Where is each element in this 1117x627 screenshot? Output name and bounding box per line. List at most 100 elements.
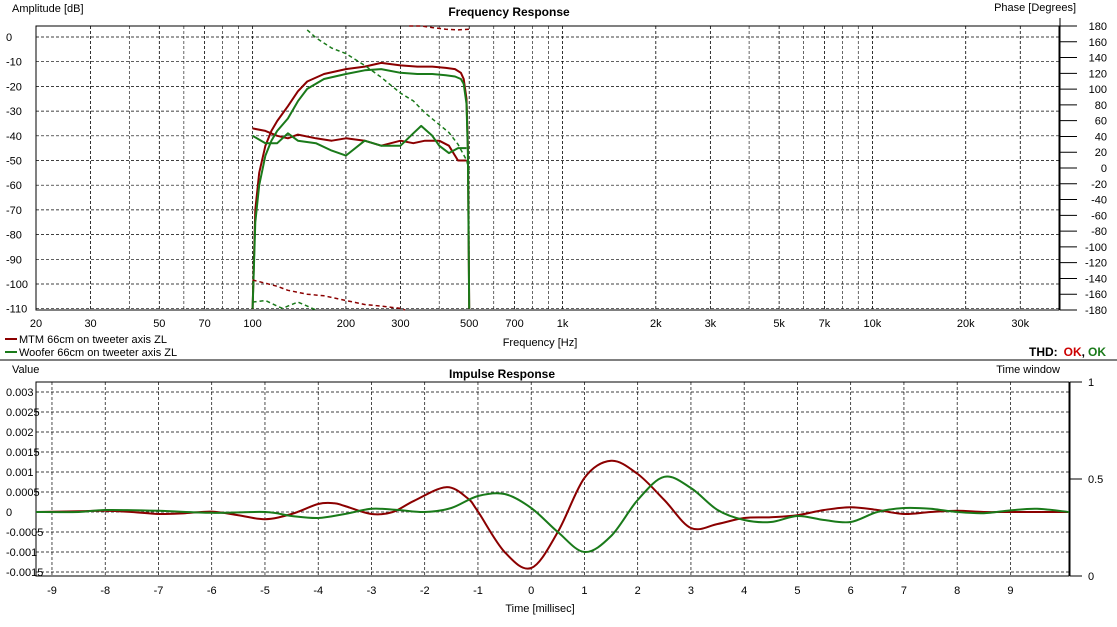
frequency-tick-label: 3k [705,318,717,330]
impulse-series [35,459,1070,570]
frequency-tick-label: 1k [557,318,569,330]
amplitude-tick-label: -80 [6,230,22,242]
phase-tick-label: 80 [1095,100,1107,112]
time-tick-label: 3 [688,585,694,597]
frequency-plot-frame [35,25,1060,311]
amplitude-tick-label: -60 [6,180,22,192]
value-axis-label: Value [12,364,39,376]
amplitude-tick-label: -30 [6,106,22,118]
frequency-tick-label: 2k [650,318,662,330]
time-tick-label: -6 [207,585,217,597]
phase-tick-label: -100 [1085,242,1107,254]
series-mtm-66cm-on-tweeter-axis-zl-phase [252,279,406,311]
amplitude-tick-label: -10 [6,57,22,69]
phase-tick-label: -40 [1091,195,1107,207]
amplitude-tick-label: -70 [6,205,22,217]
phase-tick-label: 0 [1101,163,1107,175]
phase-tick-label: -80 [1091,226,1107,238]
phase-tick-label: 60 [1095,116,1107,128]
time-tick-label: -7 [154,585,164,597]
frequency-tick-label: 100 [243,318,261,330]
phase-tick-label: 20 [1095,147,1107,159]
phase-tick-label: 100 [1089,84,1107,96]
legend-woofer-label: Woofer 66cm on tweeter axis ZL [19,347,177,359]
thd-label: THD: OK, OK [1029,345,1106,359]
time-tick-label: -9 [47,585,57,597]
time-tick-label: -5 [260,585,270,597]
time-tick-label: 2 [635,585,641,597]
phase-tick-label: 160 [1089,37,1107,49]
frequency-tick-label: 500 [460,318,478,330]
impulse-chart-title: Impulse Response [449,367,555,381]
thd-status-ok-1: OK [1064,345,1082,359]
thd-status: THD: OK, OK [1029,345,1106,359]
time-tick-label: 4 [741,585,747,597]
time-tick-label: -8 [100,585,110,597]
impulse-response-chart: 0.003 0.0025 0.002 0.0015 0.001 0.0005 0 -0.000… [6,364,1103,615]
frequency-tick-label: 300 [391,318,409,330]
frequency-tick-label: 7k [819,318,831,330]
time-tick-labels: -9 -8 -7 -6 -5 -4 -3 -2 -1 0 1 2 3 4 5 6 7 8 9 [47,585,1013,597]
amplitude-tick-label: 0 [6,32,12,44]
amplitude-tick-label: -110 [6,304,27,316]
phase-tick-label: 40 [1095,131,1107,143]
frequency-tick-labels: 20 30 50 70 100 200 300 500 700 1k 2k 3k 5k 7k 10k 20k 3… [30,318,1030,330]
time-tick-label: 7 [901,585,907,597]
time-tick-label: -2 [420,585,430,597]
value-tick-label: -0.001 [6,547,37,559]
phase-axis-label: Phase [Degrees] [994,2,1076,14]
value-tick-label: 0.0015 [6,447,40,459]
phase-tick-label: -60 [1091,210,1107,222]
time-tick-label: 6 [848,585,854,597]
legend-mtm-label: MTM 66cm on tweeter axis ZL [19,334,167,346]
time-tick-label: 8 [954,585,960,597]
frequency-series [251,25,471,311]
series-woofer-66cm-on-tweeter-axis-zl-phase [252,299,317,311]
frequency-grid [35,26,1060,310]
frequency-tick-label: 700 [505,318,523,330]
phase-tick-label: -160 [1085,289,1107,301]
series-mtm-66cm-on-tweeter-axis-zl [251,61,471,309]
time-tick-label: -3 [367,585,377,597]
time-axis-label: Time [millisec] [505,603,574,615]
value-tick-label: 0.001 [6,467,34,479]
phase-tick-labels: 180 160 140 120 100 80 60 40 20 0 -20 -40 -60 -80 -100… [1060,21,1107,317]
frequency-tick-label: 70 [198,318,210,330]
series-woofer-66cm-on-tweeter-axis-zl-distortion [252,124,467,157]
legend: MTM 66cm on tweeter axis ZL Woofer 66cm … [5,334,177,359]
series-woofer-66cm-on-tweeter-axis-zl [251,68,471,309]
time-tick-label: 1 [581,585,587,597]
value-tick-labels: 0.003 0.0025 0.002 0.0015 0.001 0.0005 0 -0.000… [6,387,43,579]
series-woofer-66cm-on-tweeter-axis-zl [35,475,1070,554]
series-mtm-66cm-on-tweeter-axis-zl [35,459,1069,570]
time-window-tick-label: 0 [1088,571,1094,583]
amplitude-tick-labels: 0 -10 -20 -30 -40 -50 -60 -70 -80 -90 -100 -110 [6,32,28,316]
time-tick-label: 5 [794,585,800,597]
time-window-axis-label: Time window [996,364,1060,376]
amplitude-tick-label: -20 [6,81,22,93]
phase-tick-label: -140 [1085,273,1107,285]
thd-status-ok-2: OK [1088,345,1106,359]
value-tick-label: 0.0025 [6,407,40,419]
frequency-tick-label: 30 [84,318,96,330]
frequency-axis-label: Frequency [Hz] [503,337,578,349]
impulse-grid [36,382,1069,576]
frequency-tick-label: 20k [957,318,975,330]
amplitude-tick-label: -90 [6,254,22,266]
frequency-tick-label: 10k [864,318,882,330]
value-tick-label: 0.0005 [6,487,40,499]
phase-tick-label: -120 [1085,258,1107,270]
time-window-tick-label: 0.5 [1088,474,1103,486]
time-tick-label: -1 [473,585,483,597]
value-tick-label: -0.0005 [6,527,43,539]
frequency-tick-label: 5k [773,318,785,330]
value-tick-label: -0.0015 [6,567,43,579]
value-tick-label: 0.003 [6,387,34,399]
value-tick-label: 0 [6,507,12,519]
time-tick-label: 9 [1007,585,1013,597]
amplitude-tick-label: -40 [6,131,22,143]
amplitude-tick-label: -50 [6,156,22,168]
amplitude-axis-label: Amplitude [dB] [12,3,84,15]
phase-tick-label: 180 [1089,21,1107,33]
